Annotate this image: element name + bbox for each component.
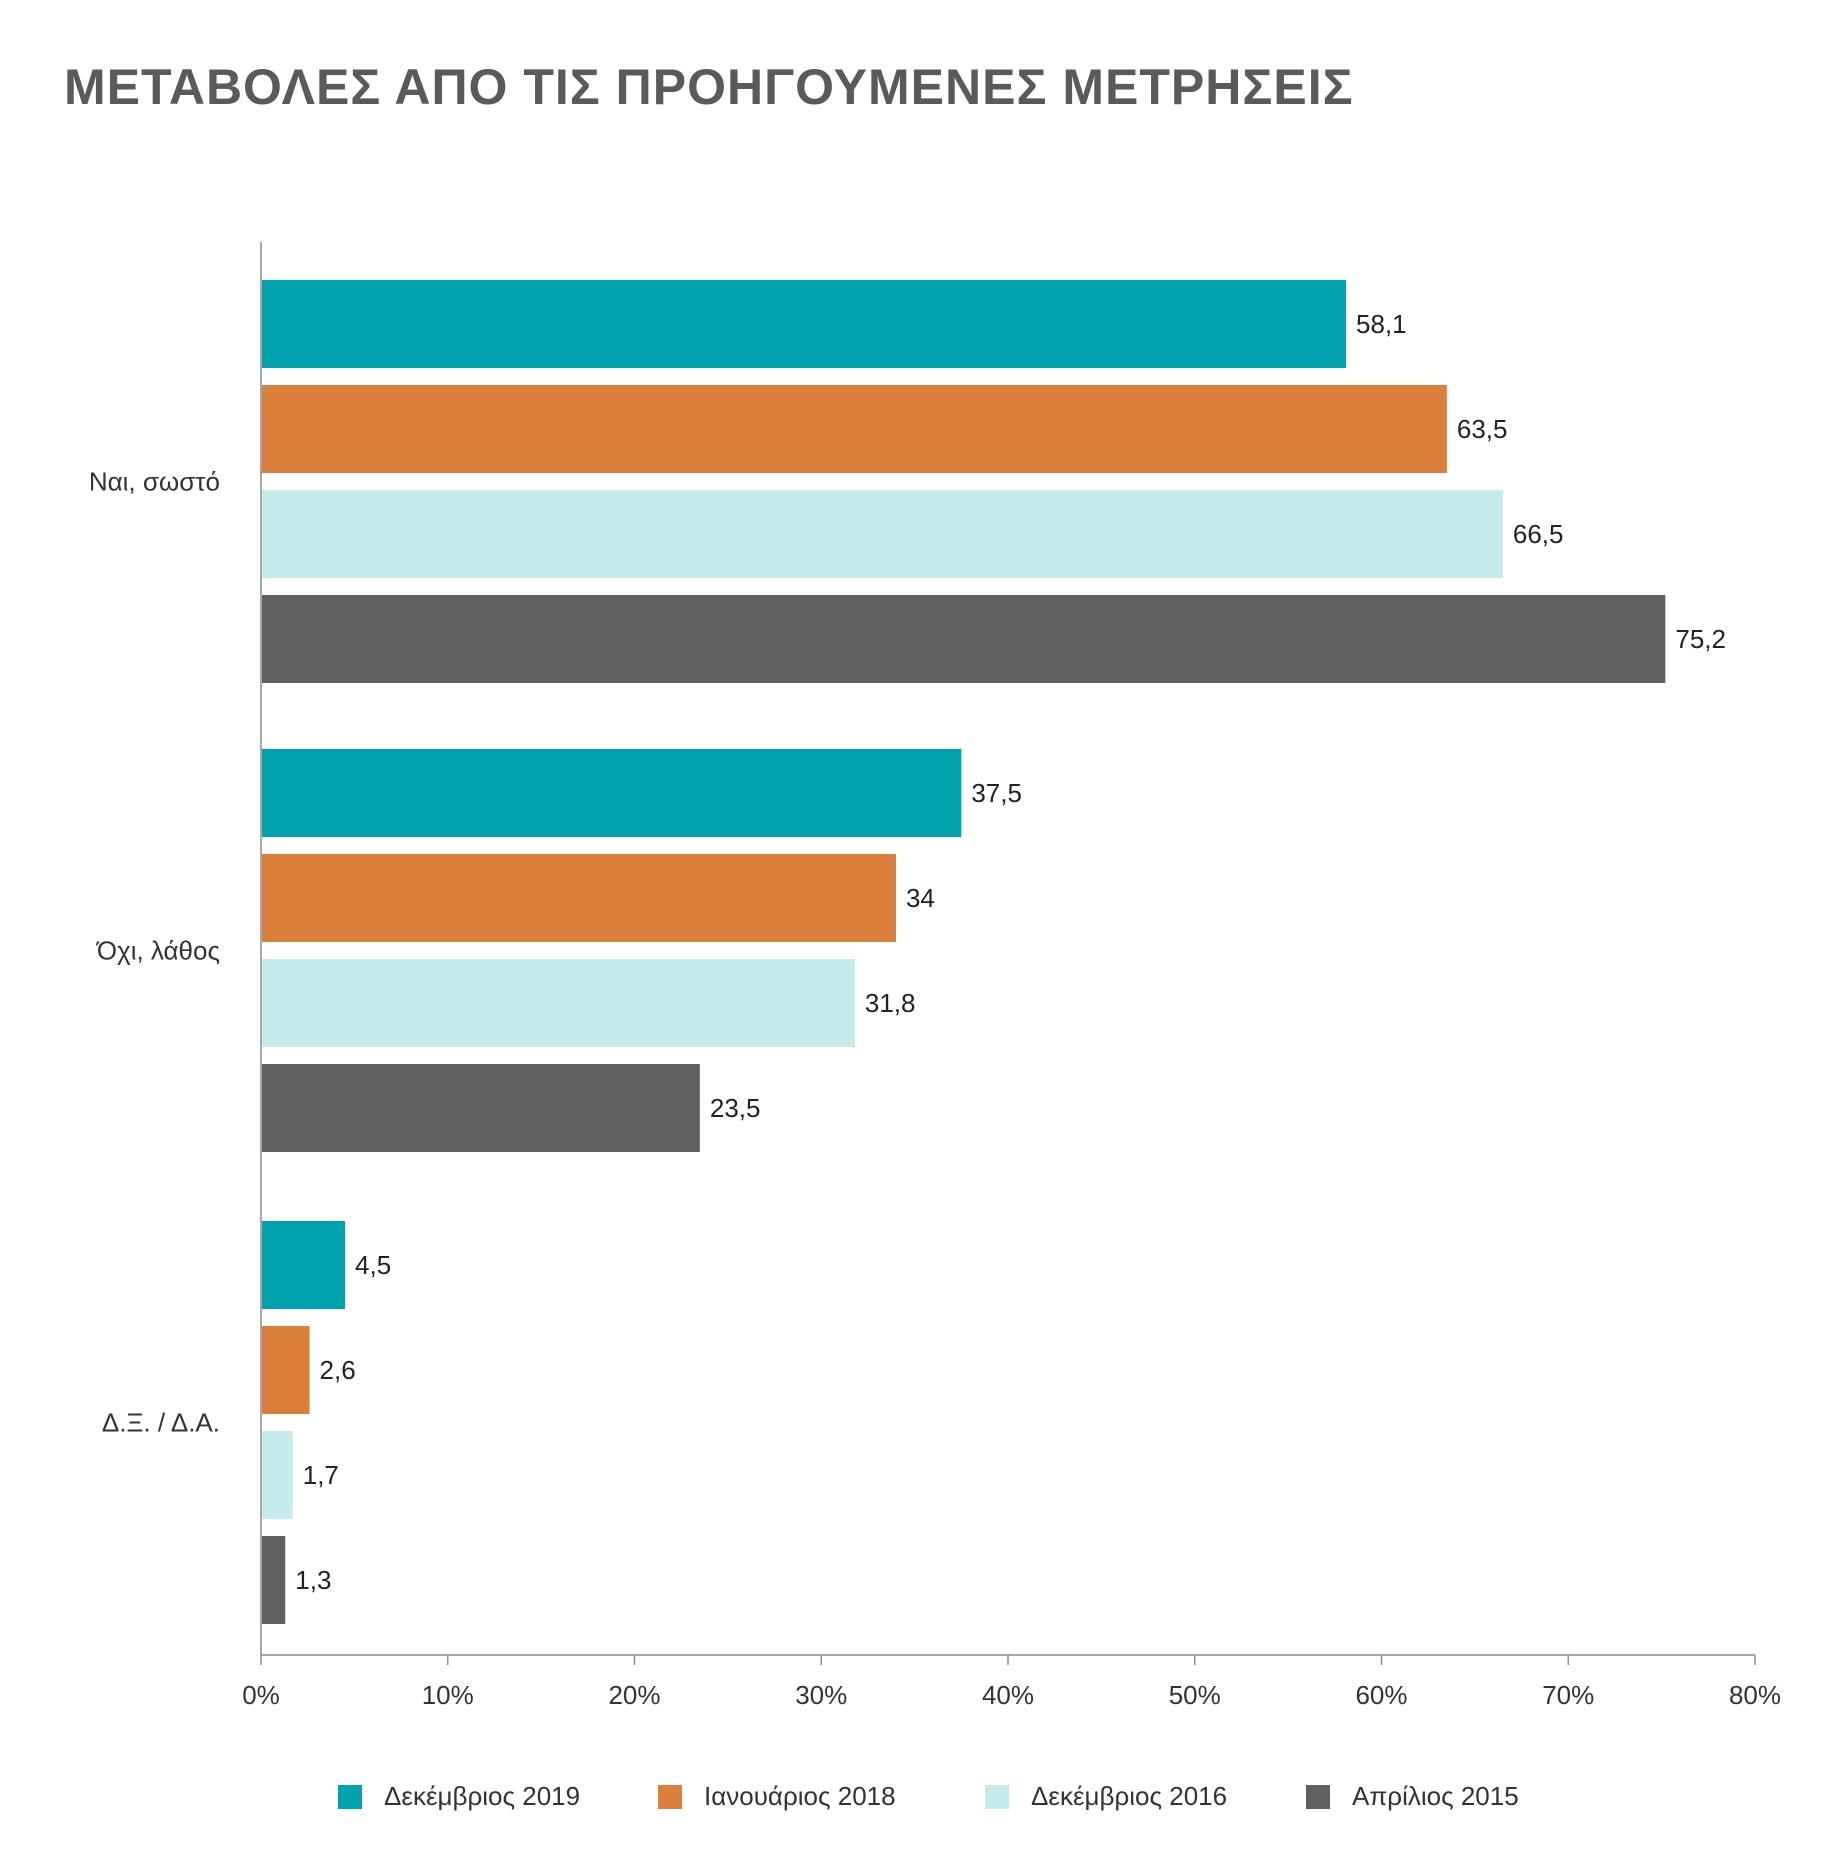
bar-value-label: 4,5 xyxy=(355,1250,391,1280)
chart-legend: Δεκέμβριος 2019 Ιανουάριος 2018 Δεκέμβριος… xyxy=(0,1781,1846,1821)
x-tick-label: 40% xyxy=(982,1680,1034,1710)
bar-value-label: 66,5 xyxy=(1513,519,1564,549)
x-tick-label: 50% xyxy=(1169,1680,1221,1710)
legend-item: Δεκέμβριος 2019 xyxy=(338,1781,580,1812)
legend-swatch xyxy=(985,1784,1009,1809)
bar xyxy=(262,959,855,1047)
bar xyxy=(262,280,1347,368)
bar xyxy=(262,1536,286,1624)
bar xyxy=(262,1221,346,1309)
category-label: Δ.Ξ. / Δ.Α. xyxy=(102,1408,220,1438)
bar xyxy=(262,1326,310,1414)
x-tick-label: 0% xyxy=(242,1680,280,1710)
x-tick-label: 80% xyxy=(1729,1680,1781,1710)
legend-swatch xyxy=(658,1784,682,1809)
legend-label: Απρίλιος 2015 xyxy=(1352,1781,1519,1811)
bar-value-label: 58,1 xyxy=(1356,309,1407,339)
x-tick-label: 30% xyxy=(795,1680,847,1710)
bar-value-label: 75,2 xyxy=(1675,624,1726,654)
bar xyxy=(262,854,896,942)
bar-value-label: 23,5 xyxy=(710,1093,761,1123)
bar-value-label: 1,7 xyxy=(303,1460,339,1490)
legend-item: Ιανουάριος 2018 xyxy=(658,1781,896,1812)
bar xyxy=(262,749,962,837)
bar xyxy=(262,595,1666,683)
bar xyxy=(262,1431,293,1519)
x-tick-label: 70% xyxy=(1542,1680,1594,1710)
bar-value-label: 2,6 xyxy=(320,1355,356,1385)
legend-label: Ιανουάριος 2018 xyxy=(704,1781,896,1811)
x-tick-label: 10% xyxy=(422,1680,474,1710)
legend-swatch xyxy=(338,1784,362,1809)
bar-value-label: 37,5 xyxy=(971,778,1022,808)
x-tick-label: 20% xyxy=(608,1680,660,1710)
legend-swatch xyxy=(1306,1784,1330,1809)
legend-label: Δεκέμβριος 2016 xyxy=(1031,1781,1228,1811)
legend-label: Δεκέμβριος 2019 xyxy=(384,1781,581,1811)
category-label: Ναι, σωστό xyxy=(89,467,220,497)
bar-value-label: 1,3 xyxy=(295,1565,331,1595)
bar xyxy=(262,385,1447,473)
chart-title: ΜΕΤΑΒΟΛΕΣ ΑΠΟ ΤΙΣ ΠΡΟΗΓΟΥΜΕΝΕΣ ΜΕΤΡΗΣΕΙΣ xyxy=(64,59,1354,115)
bar-value-label: 63,5 xyxy=(1457,414,1508,444)
bar-value-label: 31,8 xyxy=(865,988,916,1018)
legend-item: Απρίλιος 2015 xyxy=(1306,1781,1519,1812)
bar xyxy=(262,1064,700,1152)
legend-item: Δεκέμβριος 2016 xyxy=(985,1781,1227,1812)
category-label: Όχι, λάθος xyxy=(96,936,220,966)
bar-value-label: 34 xyxy=(906,883,935,913)
bar xyxy=(262,490,1503,578)
x-tick-label: 60% xyxy=(1355,1680,1407,1710)
